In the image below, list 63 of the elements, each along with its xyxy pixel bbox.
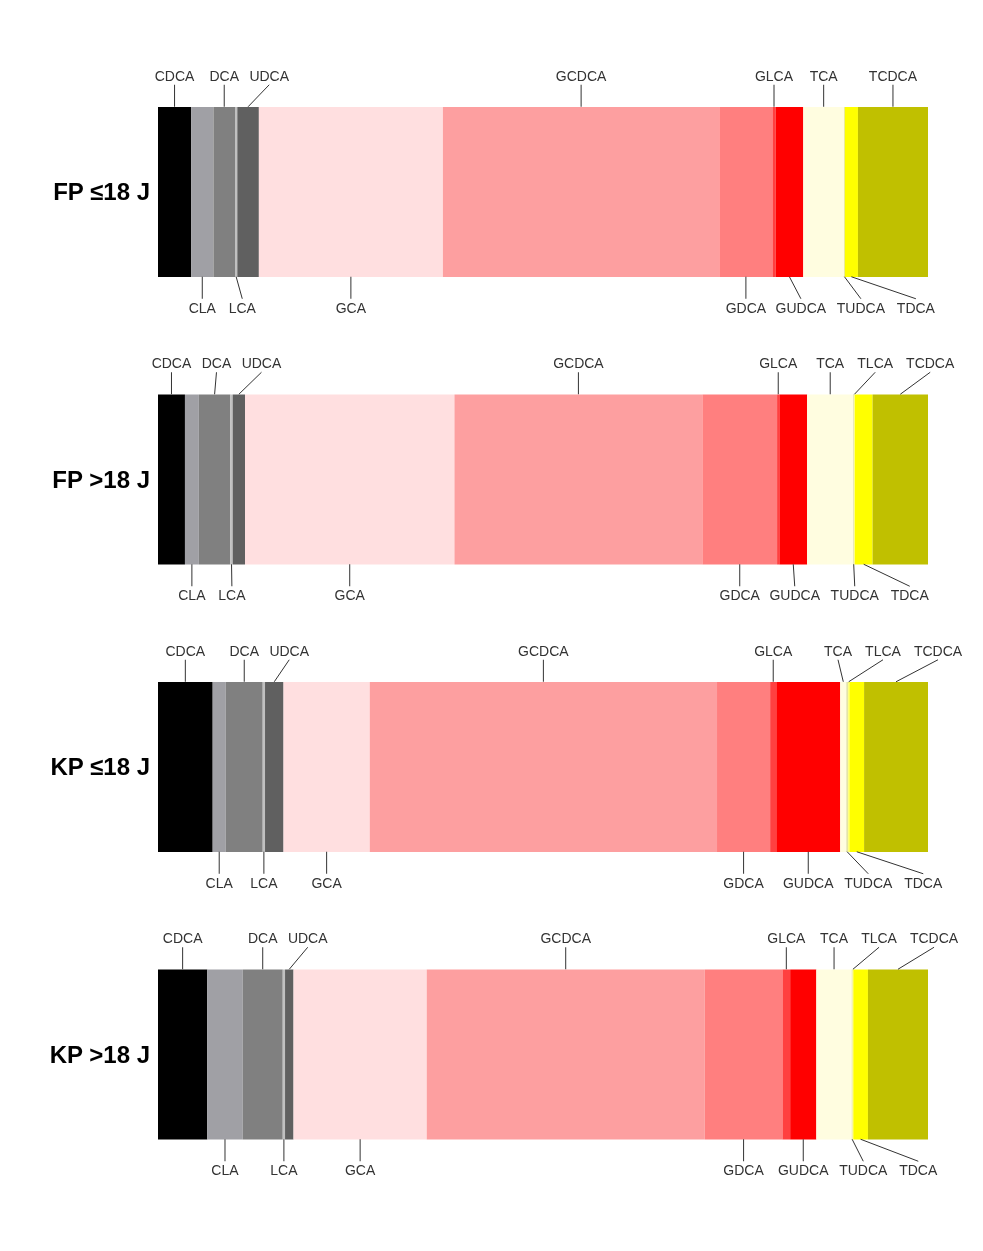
text: TDCA <box>890 587 930 604</box>
text: GCDCA <box>540 930 591 947</box>
text: LCA <box>270 1162 298 1179</box>
series-label: GLCA <box>767 930 807 947</box>
text: TUDCA <box>839 1162 888 1179</box>
text: CDCA <box>162 930 203 947</box>
text: GCDCA <box>553 355 604 372</box>
text: GUDCA <box>782 874 834 891</box>
text: GDCA <box>719 587 760 604</box>
text: GCA <box>344 1162 376 1179</box>
text: TUDCA <box>830 587 879 604</box>
text: LCA <box>218 587 246 604</box>
text: GUDCA <box>777 1162 829 1179</box>
text: TLCA <box>865 642 902 659</box>
text: TDCA <box>904 874 943 891</box>
text: TDCA <box>896 299 935 316</box>
series-label: TUDCA <box>844 874 894 891</box>
text: GCA <box>334 587 365 604</box>
text: GDCA <box>723 874 764 891</box>
y-tick-label: KP ≤18 J <box>50 753 150 781</box>
text: GLCA <box>759 355 798 372</box>
text: DCA <box>229 642 260 659</box>
series-label: GDCA <box>725 299 767 316</box>
series-label: DCA <box>201 355 232 372</box>
text: CLA <box>178 587 206 604</box>
text: TCA <box>824 642 852 659</box>
text: TCA <box>816 355 845 372</box>
text: TCA <box>820 930 849 947</box>
series-label: LCA <box>228 299 257 316</box>
series-label: GUDCA <box>775 299 827 316</box>
text: GLCA <box>754 642 793 659</box>
text: CLA <box>205 874 233 891</box>
series-label: GCA <box>335 299 367 316</box>
series-label: CDCA <box>165 642 206 659</box>
text: LCA <box>250 874 278 891</box>
text: GDCA <box>723 1162 764 1179</box>
text: TUDCA <box>836 299 886 316</box>
text: UDCA <box>241 355 282 372</box>
series-label: UDCA <box>249 67 290 84</box>
text: CDCA <box>154 67 195 84</box>
series-label: TCA <box>809 67 839 84</box>
y-tick-label: FP ≤18 J <box>53 178 150 206</box>
y-tick-label: KP >18 J <box>49 1040 150 1068</box>
text: GCA <box>311 874 342 891</box>
text: UDCA <box>269 642 310 659</box>
text: TCDCA <box>913 642 963 659</box>
series-label: CLA <box>211 1162 240 1179</box>
y-tick-label: FP >18 J <box>52 465 150 493</box>
text: DCA <box>209 67 239 84</box>
text: DCA <box>247 930 278 947</box>
series-label: TCDCA <box>868 67 918 84</box>
text: TLCA <box>857 355 894 372</box>
text: TCDCA <box>906 355 955 372</box>
text: CLA <box>188 299 216 316</box>
text: CDCA <box>151 355 192 372</box>
series-label: GCDCA <box>555 67 608 84</box>
text: GUDCA <box>769 587 821 604</box>
text: TLCA <box>861 930 897 947</box>
text: UDCA <box>287 930 328 947</box>
text: TCDCA <box>909 930 959 947</box>
text: TDCA <box>899 1162 938 1179</box>
text: GLCA <box>754 67 794 84</box>
text: GCDCA <box>518 642 569 659</box>
